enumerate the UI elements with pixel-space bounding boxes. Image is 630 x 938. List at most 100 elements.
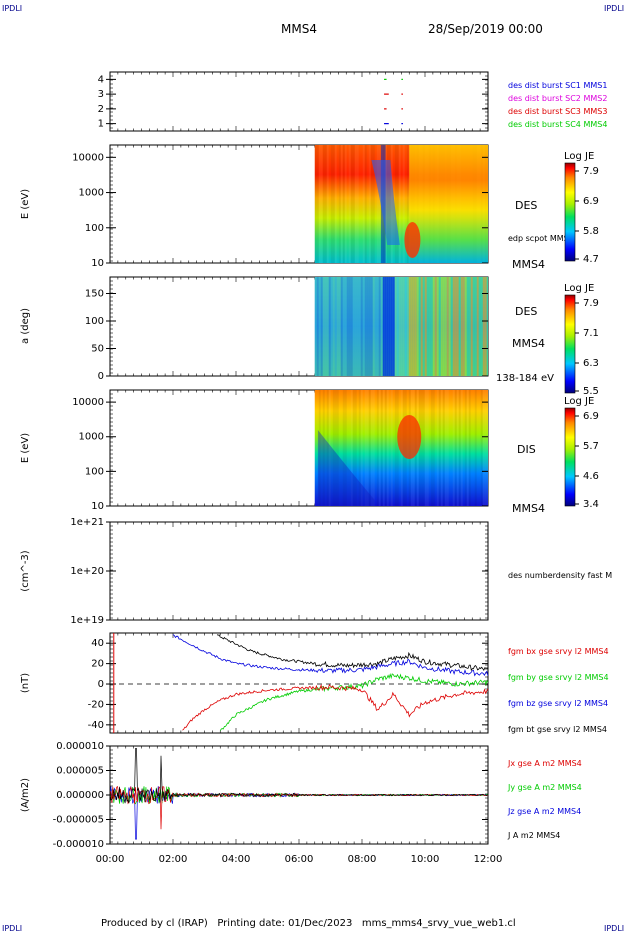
- heatmap-streak: [464, 277, 467, 376]
- heatmap-streak: [360, 390, 363, 506]
- des-energy-blob: [404, 222, 421, 258]
- burst-panel-frame: [109, 71, 489, 132]
- page-title-spacecraft: MMS4: [281, 22, 317, 36]
- heatmap-streak: [396, 390, 399, 506]
- heatmap-streak: [390, 277, 393, 376]
- fgm-legend-item: fgm bt gse srvy l2 MMS4: [508, 725, 607, 734]
- dis-energy-blob: [397, 415, 422, 459]
- heatmap-streak: [460, 390, 463, 506]
- heatmap-streak: [314, 145, 317, 263]
- x-tick-label: 10:00: [411, 854, 440, 865]
- heatmap-streak: [394, 390, 397, 506]
- dis-energy-y-tick-label: 1000: [79, 432, 104, 443]
- heatmap-streak: [424, 390, 427, 506]
- current-y-tick-label: 0.000005: [56, 766, 104, 777]
- heatmap-streak: [314, 277, 317, 376]
- heatmap-streak: [482, 390, 485, 506]
- heatmap-streak: [414, 277, 417, 376]
- current-y-tick-label: 0.000010: [56, 741, 104, 752]
- dis-energy-y-tick-label: 100: [85, 466, 104, 477]
- heatmap-streak: [430, 277, 433, 376]
- fgm-bz-line: [172, 634, 488, 677]
- heatmap-streak: [376, 277, 379, 376]
- heatmap-streak: [318, 145, 321, 263]
- current-ylabel: (A/m2): [20, 778, 31, 812]
- heatmap-streak: [424, 277, 427, 376]
- heatmap-streak: [364, 390, 367, 506]
- colorbar-tick-label: 4.6: [583, 471, 599, 482]
- des-energy-right-label: MMS4: [512, 258, 545, 271]
- heatmap-streak: [402, 145, 405, 263]
- heatmap-streak: [456, 390, 459, 506]
- dis-energy-colorbar: [564, 407, 576, 507]
- heatmap-streak: [394, 277, 397, 376]
- heatmap-streak: [378, 390, 381, 506]
- heatmap-streak: [444, 277, 447, 376]
- density-y-tick-label: 1e+19: [70, 615, 104, 626]
- heatmap-streak: [486, 390, 488, 506]
- colorbar-tick-label: 5.8: [583, 226, 599, 237]
- des-energy-cavity: [371, 160, 400, 245]
- fgm-series-group: [113, 633, 488, 733]
- logo-bottom-right: IPDLI: [604, 924, 625, 933]
- heatmap-streak: [372, 277, 375, 376]
- heatmap-streak: [350, 277, 353, 376]
- heatmap-streak: [322, 145, 325, 263]
- heatmap-streak: [408, 277, 411, 376]
- heatmap-streak: [368, 277, 371, 376]
- heatmap-streak: [330, 277, 333, 376]
- burst-y-tick-label: 2: [98, 104, 104, 115]
- heatmap-streak: [484, 277, 487, 376]
- heatmap-streak: [474, 277, 477, 376]
- colorbar-title: Log JE: [564, 283, 594, 294]
- heatmap-streak: [328, 277, 331, 376]
- heatmap-streak: [410, 277, 413, 376]
- heatmap-streak: [442, 277, 445, 376]
- density-y-tick-label: 1e+20: [70, 566, 104, 577]
- des-pitch-y-tick-label: 50: [91, 344, 104, 355]
- heatmap-streak: [480, 390, 483, 506]
- heatmap-streak: [342, 390, 345, 506]
- heatmap-streak: [404, 277, 407, 376]
- x-tick-label: 12:00: [474, 854, 503, 865]
- heatmap-streak: [384, 277, 387, 376]
- fgm-legend-item: fgm by gse srvy l2 MMS4: [508, 673, 609, 682]
- page-title-date: 28/Sep/2019 00:00: [428, 22, 543, 36]
- heatmap-streak: [344, 277, 347, 376]
- heatmap-streak: [482, 277, 485, 376]
- logo-bottom-left: IPDLI: [2, 924, 23, 933]
- heatmap-streak: [470, 277, 473, 376]
- heatmap-streak: [412, 277, 415, 376]
- dis-energy-heatmap: [314, 390, 488, 506]
- heatmap-streak: [322, 390, 325, 506]
- heatmap-streak: [466, 390, 469, 506]
- heatmap-streak: [392, 277, 395, 376]
- heatmap-streak: [390, 390, 393, 506]
- heatmap-streak: [322, 277, 325, 376]
- heatmap-streak: [370, 390, 373, 506]
- heatmap-streak: [474, 390, 477, 506]
- des-pitch-y-tick-label: 150: [85, 289, 104, 300]
- des-pitch-y-tick-label: 0: [98, 371, 104, 382]
- burst-y-tick-label: 3: [98, 89, 104, 100]
- heatmap-streak: [418, 390, 421, 506]
- heatmap-streak: [370, 145, 373, 263]
- heatmap-streak: [386, 277, 389, 376]
- burst-legend-item: des dist burst SC4 MMS4: [508, 120, 607, 129]
- des-energy-y-tick-label: 1000: [79, 188, 104, 199]
- des-pitch-ylabel: a (deg): [20, 308, 31, 344]
- x-tick-label: 02:00: [159, 854, 188, 865]
- heatmap-streak: [364, 145, 367, 263]
- heatmap-streak: [420, 277, 423, 376]
- current-legend-item: Jx gse A m2 MMS4: [507, 759, 582, 768]
- heatmap-streak: [430, 390, 433, 506]
- current-legend-item: Jz gse A m2 MMS4: [507, 807, 581, 816]
- heatmap-streak: [464, 390, 467, 506]
- heatmap-streak: [374, 277, 377, 376]
- heatmap-streak: [326, 390, 329, 506]
- des-energy-label: DES: [515, 199, 537, 212]
- heatmap-streak: [362, 277, 365, 376]
- heatmap-streak: [354, 277, 357, 376]
